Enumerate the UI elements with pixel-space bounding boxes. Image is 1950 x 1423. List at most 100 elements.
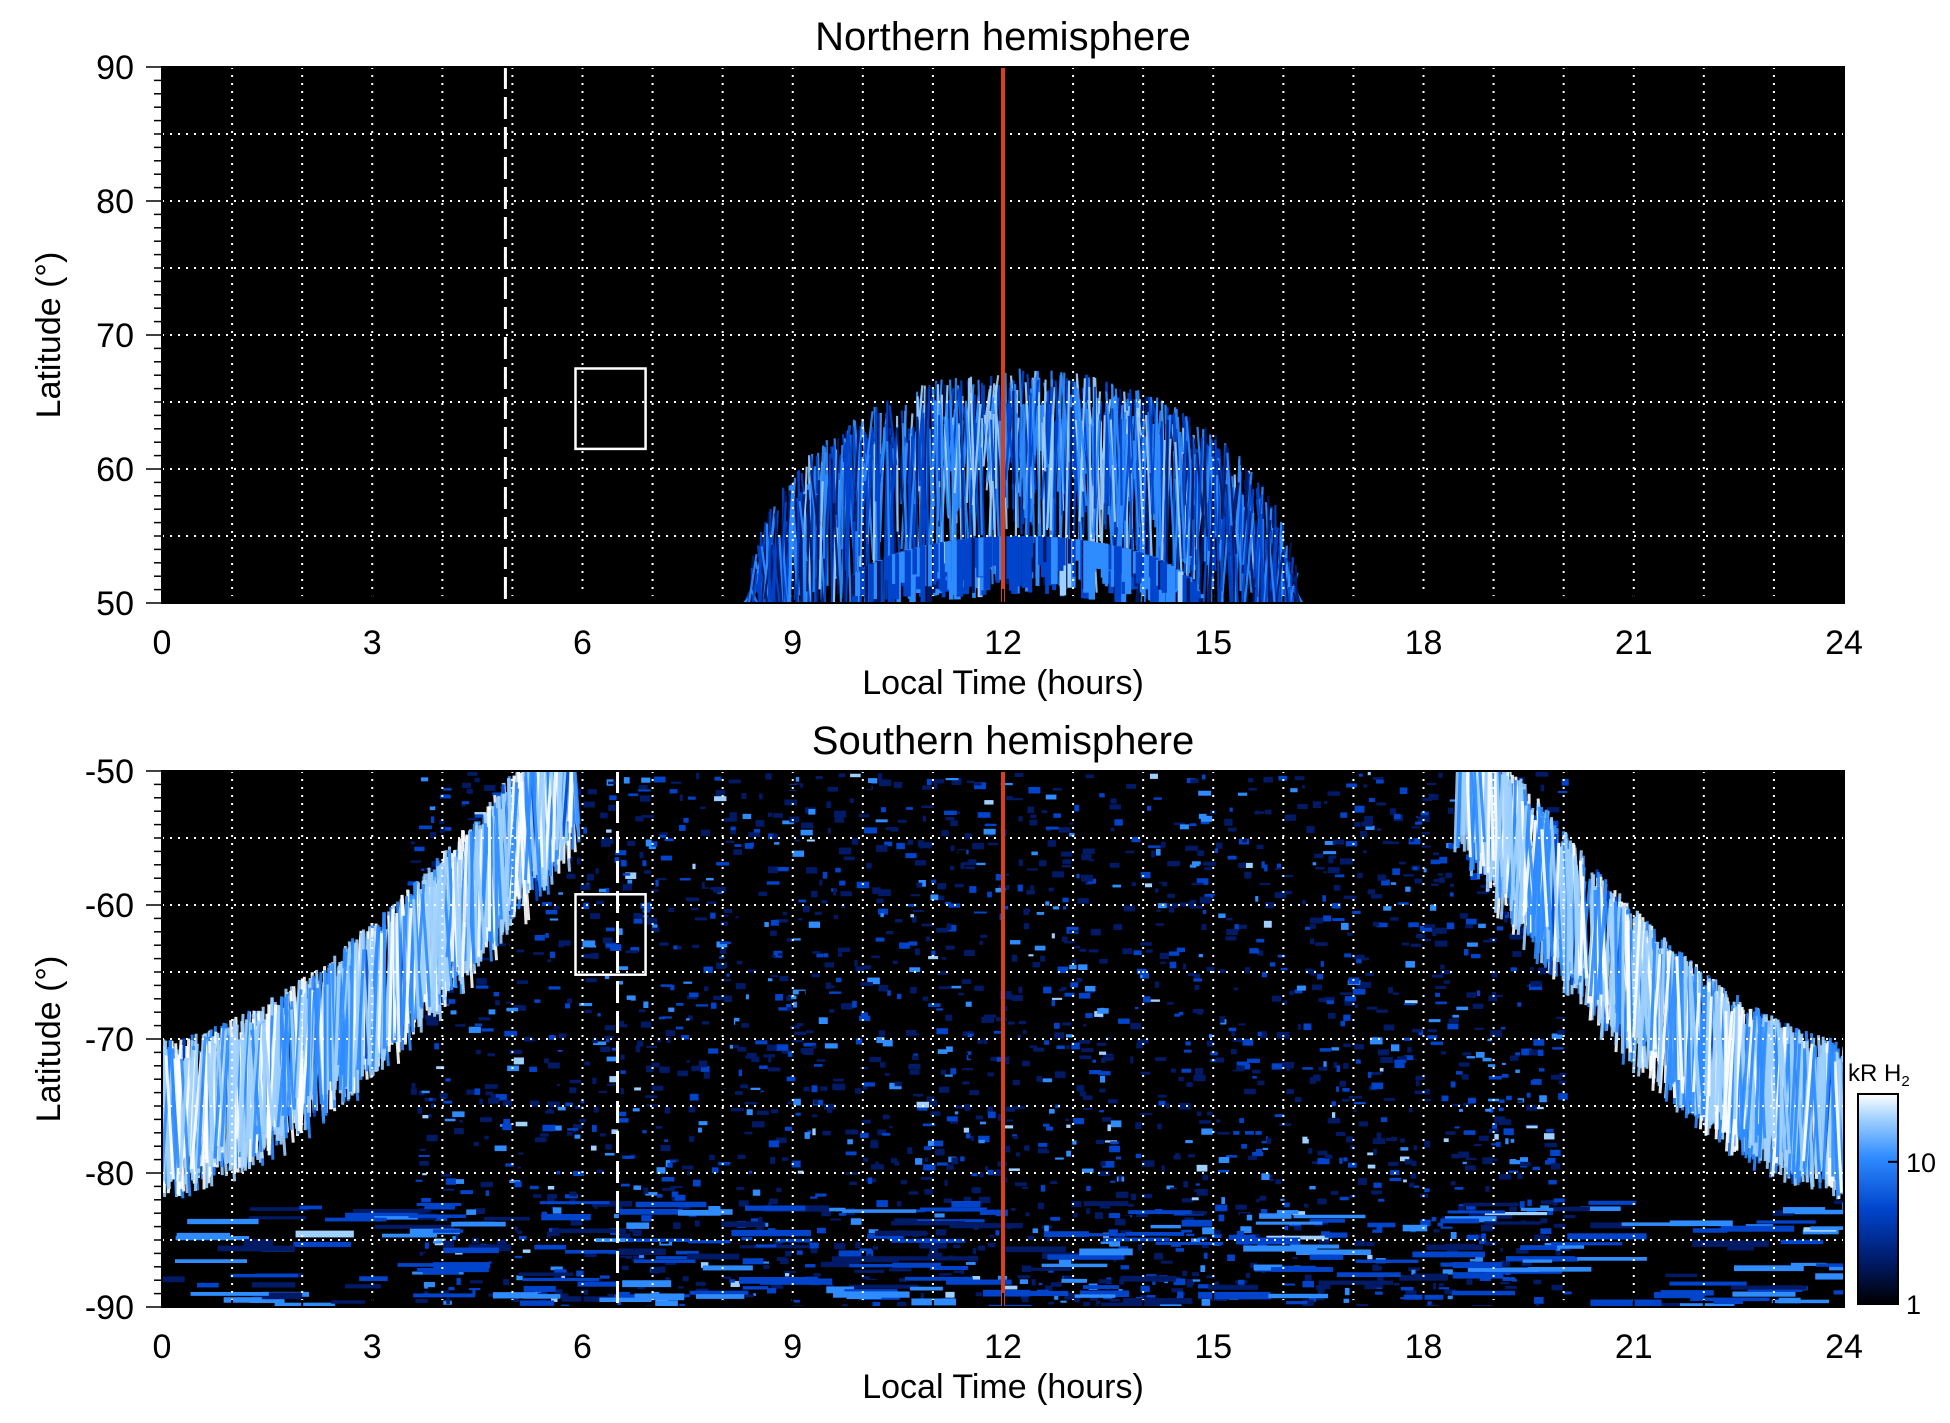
emission-patch [1354,1004,1358,1009]
emission-streak [1176,416,1187,564]
emission-patch [1157,1187,1167,1193]
emission-patch [958,850,967,855]
emission-patch [1297,1023,1302,1030]
emission-patch [1382,840,1392,845]
emission-patch [745,994,749,1000]
emission-patch [1544,1235,1550,1241]
emission-patch [640,1021,652,1028]
emission-patch [787,1101,792,1105]
emission-patch [602,937,613,944]
emission-patch [1044,1225,1049,1232]
emission-patch [440,826,452,831]
emission-patch [937,1049,948,1054]
emission-patch [926,778,932,785]
emission-patch [752,866,757,872]
emission-patch [1213,895,1223,899]
oval-streak [403,907,413,1045]
emission-patch [823,953,829,958]
emission-patch [834,1132,839,1139]
emission-patch [1035,536,1040,586]
emission-patch [1182,574,1187,603]
emission-patch [845,1151,857,1156]
emission-patch [1492,1123,1497,1130]
emission-patch [1369,1037,1383,1045]
emission-band [217,1245,296,1252]
emission-patch [1004,873,1009,876]
emission-patch [1256,1198,1260,1203]
emission-patch [751,1056,760,1063]
emission-patch [1413,1055,1421,1060]
emission-patch [1534,999,1542,1005]
emission-patch [593,1106,599,1113]
emission-patch [516,980,529,985]
emission-patch [1465,918,1477,925]
emission-patch [1292,1257,1298,1260]
emission-streak [1183,416,1191,506]
emission-patch [1198,790,1212,796]
emission-band [1041,1263,1108,1268]
emission-patch [617,966,628,971]
emission-patch [495,1000,500,1006]
emission-patch [1550,1163,1561,1170]
emission-patch [1053,910,1063,916]
emission-patch [1520,1161,1531,1167]
emission-patch [723,995,732,1002]
emission-patch [1200,1265,1206,1272]
emission-patch [1036,1075,1043,1082]
emission-patch [1139,1112,1153,1115]
emission-patch [1405,1290,1417,1297]
emission-streak [886,441,891,546]
oval-streak [572,771,581,843]
emission-band [1399,1275,1448,1281]
emission-band [1074,1294,1116,1298]
emission-patch [1489,937,1498,941]
emission-band [675,1250,699,1255]
emission-patch [633,1010,643,1017]
emission-patch [855,966,865,972]
emission-patch [587,789,598,795]
emission-patch [1357,872,1363,879]
emission-patch [694,917,707,921]
emission-patch [1153,1255,1164,1260]
emission-patch [1048,1301,1055,1305]
emission-streak [810,470,820,534]
emission-patch [1500,1281,1510,1285]
emission-patch [1134,1006,1139,1010]
emission-patch [1317,1290,1322,1297]
emission-patch [617,1024,628,1028]
emission-patch [480,1181,493,1188]
emission-patch [951,540,957,595]
emission-band [1120,1275,1176,1282]
emission-patch [1363,957,1370,961]
emission-patch [1551,1284,1563,1291]
emission-patch [1071,1042,1080,1050]
emission-patch [1309,924,1316,929]
emission-patch [644,917,658,925]
emission-patch [1376,802,1387,806]
emission-patch [1367,1071,1372,1078]
emission-patch [1069,1259,1074,1267]
emission-patch [650,841,658,847]
emission-patch [816,1059,826,1062]
emission-patch [651,1085,664,1091]
emission-patch [761,1092,770,1099]
emission-patch [677,945,682,950]
emission-patch [529,1185,539,1190]
emission-patch [1558,1093,1568,1100]
emission-patch [479,1098,483,1105]
emission-band [551,1228,627,1233]
emission-patch [1140,1071,1151,1075]
emission-patch [1465,854,1471,861]
emission-patch [946,924,957,932]
emission-patch [650,889,659,892]
emission-patch [1234,924,1239,931]
emission-patch [1156,909,1161,912]
emission-patch [637,1286,645,1290]
emission-patch [1081,854,1092,861]
emission-patch [580,1289,589,1295]
emission-patch [767,978,773,982]
emission-patch [1109,1145,1120,1153]
emission-patch [933,779,944,784]
emission-patch [980,934,988,938]
emission-patch [946,1046,953,1052]
